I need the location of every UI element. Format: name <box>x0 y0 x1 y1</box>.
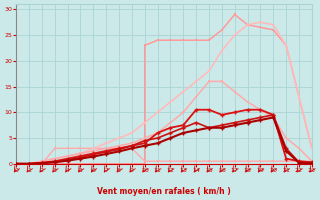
X-axis label: Vent moyen/en rafales ( km/h ): Vent moyen/en rafales ( km/h ) <box>97 187 231 196</box>
